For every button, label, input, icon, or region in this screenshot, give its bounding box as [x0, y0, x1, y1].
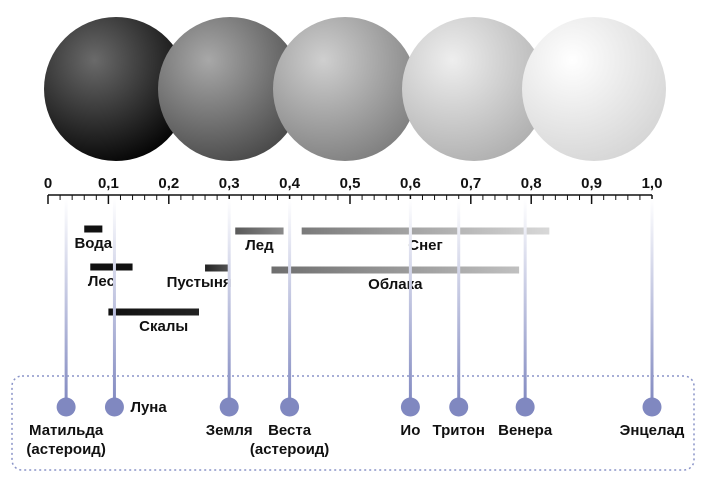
body-note: (астероид) — [26, 441, 105, 458]
body-marker — [449, 397, 469, 417]
body-label: Земля — [206, 422, 253, 439]
x-tick-label: 0,4 — [279, 175, 301, 192]
sphere — [158, 17, 302, 161]
range-label: Вода — [74, 235, 112, 252]
body-stem — [227, 199, 231, 407]
body-label: Луна — [130, 399, 167, 416]
range-bar — [108, 308, 199, 316]
body-note: (астероид) — [250, 441, 329, 458]
range-bar — [84, 225, 103, 233]
body-stem — [64, 199, 68, 407]
body-label: Матильда — [29, 422, 104, 439]
range-bar — [205, 264, 230, 272]
x-tick-label: 0,3 — [219, 175, 240, 192]
range-bar — [235, 227, 284, 235]
body-marker — [515, 397, 535, 417]
range-bar — [90, 263, 133, 271]
x-tick-label: 0,7 — [460, 175, 481, 192]
body-label: Венера — [498, 422, 553, 439]
body-stem — [457, 199, 461, 407]
body-stem — [288, 199, 292, 407]
body-stem — [650, 199, 654, 407]
body-label: Энцелад — [620, 422, 685, 439]
range-label: Скалы — [139, 318, 188, 335]
range-label: Облака — [368, 276, 423, 293]
x-tick-label: 0,5 — [340, 175, 361, 192]
range-label: Пустыня — [167, 274, 232, 291]
body-marker — [642, 397, 662, 417]
spheres — [44, 17, 666, 161]
body-label: Веста — [268, 422, 312, 439]
body-marker — [219, 397, 239, 417]
x-tick-label: 0 — [44, 175, 52, 192]
range-bar — [301, 227, 550, 235]
body-stem — [408, 199, 412, 407]
sphere — [44, 17, 188, 161]
x-tick-label: 0,1 — [98, 175, 119, 192]
sphere — [273, 17, 417, 161]
bodies-box — [11, 375, 695, 471]
range-label: Лес — [88, 273, 115, 290]
sphere — [402, 17, 546, 161]
body-label: Тритон — [433, 422, 485, 439]
x-tick-label: 0,2 — [158, 175, 179, 192]
body-marker — [104, 397, 124, 417]
range-bar — [271, 266, 520, 274]
body-marker — [280, 397, 300, 417]
x-tick-label: 1,0 — [642, 175, 663, 192]
range-label: Снег — [408, 237, 442, 254]
body-stem — [523, 199, 527, 407]
x-tick-label: 0,9 — [581, 175, 602, 192]
sphere — [522, 17, 666, 161]
body-marker — [56, 397, 76, 417]
body-marker — [400, 397, 420, 417]
range-label: Лед — [245, 237, 274, 254]
x-tick-label: 0,6 — [400, 175, 421, 192]
body-stem — [112, 199, 116, 407]
x-tick-label: 0,8 — [521, 175, 542, 192]
body-label: Ио — [400, 422, 420, 439]
